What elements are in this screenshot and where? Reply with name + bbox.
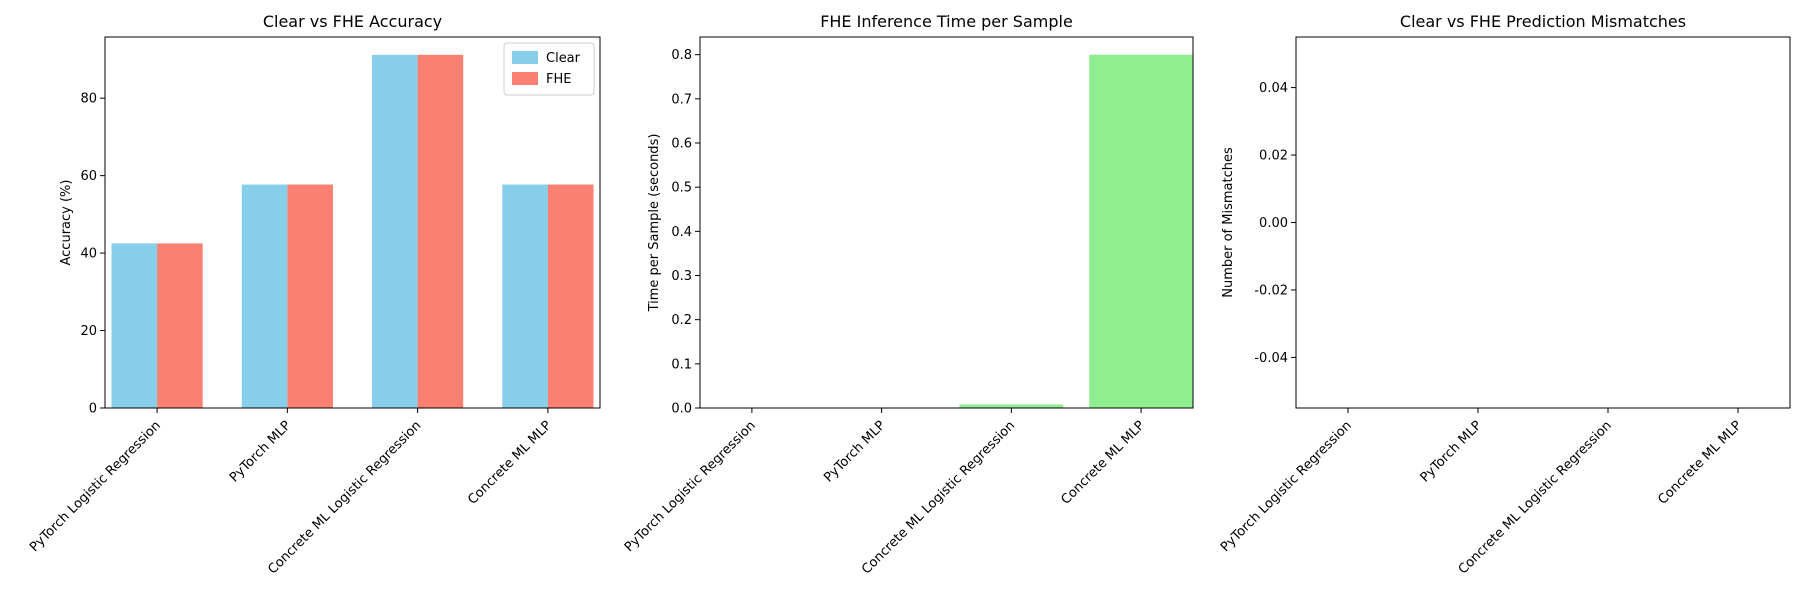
x-tick-label: PyTorch Logistic Regression bbox=[27, 418, 164, 555]
bar bbox=[1089, 54, 1193, 409]
y-tick-label: 0.4 bbox=[671, 225, 692, 240]
x-tick-label: PyTorch Logistic Regression bbox=[622, 418, 759, 555]
y-tick-label: 0.04 bbox=[1259, 81, 1288, 96]
y-tick-label: 60 bbox=[80, 169, 97, 184]
inference-time-chart: 0.0 0.1 0.2 0.3 0.4 0.5 0.6 0.7 0.8 PyTorch Logis… bbox=[622, 12, 1194, 577]
y-tick-label: 0 bbox=[89, 402, 97, 417]
bar-fhe bbox=[287, 184, 333, 408]
bar-fhe bbox=[417, 54, 464, 408]
y-tick-label: 0.7 bbox=[671, 92, 692, 107]
axes-frame bbox=[1295, 36, 1791, 409]
accuracy-chart: 0 20 40 60 80 PyTorch Logistic Regression PyTo… bbox=[27, 12, 601, 577]
y-tick-label: 0.1 bbox=[671, 357, 692, 372]
y-tick-label: -0.02 bbox=[1254, 283, 1288, 298]
y-axis-label: Number of Mismatches bbox=[1221, 147, 1236, 298]
mismatches-chart: -0.04 -0.02 0.00 0.02 0.04 PyTorch Logistic R… bbox=[1218, 12, 1791, 577]
y-tick-label: 0.02 bbox=[1259, 149, 1288, 164]
x-tick-label: Concrete ML MLP bbox=[1058, 418, 1148, 508]
y-axis-label: Time per Sample (seconds) bbox=[647, 134, 662, 313]
x-tick-label: Concrete ML Logistic Regression bbox=[859, 418, 1018, 577]
y-tick-label: 0.0 bbox=[671, 402, 692, 417]
x-tick-label: Concrete ML Logistic Regression bbox=[1456, 418, 1615, 577]
y-tick-label: 0.6 bbox=[671, 137, 692, 152]
y-tick-label: 0.3 bbox=[671, 269, 692, 284]
chart-title: Clear vs FHE Accuracy bbox=[263, 12, 442, 31]
x-tick-label: Concrete ML MLP bbox=[465, 418, 555, 508]
chart-title: Clear vs FHE Prediction Mismatches bbox=[1400, 12, 1686, 31]
bar-clear bbox=[241, 184, 288, 408]
legend-swatch-fhe bbox=[512, 72, 538, 85]
y-tick-label: -0.04 bbox=[1254, 351, 1288, 366]
y-tick-label: 0.00 bbox=[1259, 216, 1288, 231]
x-tick-label: Concrete ML Logistic Regression bbox=[265, 418, 424, 577]
x-tick-label: PyTorch MLP bbox=[821, 418, 888, 485]
x-tick-label: PyTorch Logistic Regression bbox=[1218, 418, 1355, 555]
y-tick-label: 80 bbox=[80, 92, 97, 107]
legend-label-fhe: FHE bbox=[546, 72, 571, 87]
y-tick-label: 20 bbox=[80, 324, 97, 339]
chart-title: FHE Inference Time per Sample bbox=[820, 12, 1073, 31]
bar-clear bbox=[372, 54, 418, 408]
bar bbox=[959, 404, 1064, 408]
y-tick-label: 0.8 bbox=[671, 48, 692, 63]
axes-frame bbox=[104, 36, 601, 409]
y-tick-label: 0.2 bbox=[671, 313, 692, 328]
y-tick-label: 40 bbox=[80, 247, 97, 262]
bar-clear bbox=[502, 184, 548, 408]
legend-label-clear: Clear bbox=[546, 51, 581, 66]
bar-fhe bbox=[547, 184, 594, 408]
y-axis-label: Accuracy (%) bbox=[59, 180, 74, 266]
bar-fhe bbox=[157, 243, 203, 408]
x-tick-label: PyTorch MLP bbox=[227, 418, 294, 485]
x-tick-label: Concrete ML MLP bbox=[1655, 418, 1745, 508]
y-tick-label: 0.5 bbox=[671, 181, 692, 196]
legend-swatch-clear bbox=[512, 51, 538, 64]
axes-frame bbox=[699, 36, 1194, 409]
x-tick-label: PyTorch MLP bbox=[1418, 418, 1485, 485]
bar-clear bbox=[111, 243, 158, 408]
